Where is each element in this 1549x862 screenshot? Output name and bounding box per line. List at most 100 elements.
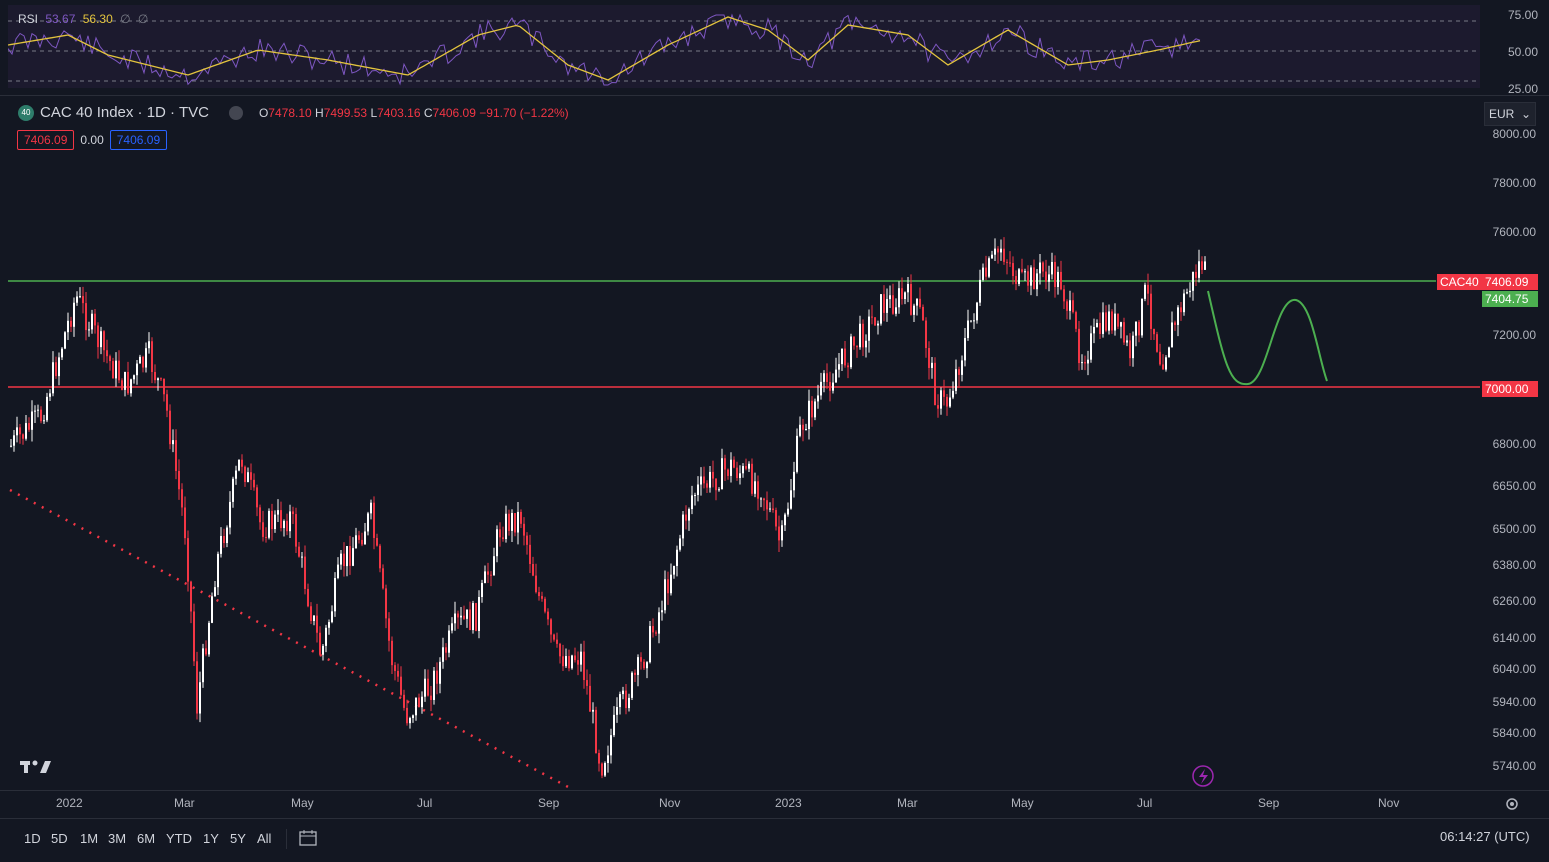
range-5d-button[interactable]: 5D [51,831,68,846]
candle-body [898,288,900,308]
date-range-icon[interactable] [298,828,318,853]
candle-body [289,511,291,532]
candle-body [442,647,444,662]
candle-body [1003,248,1005,262]
candle-body [163,378,165,395]
candle-body [475,603,477,631]
candle-body [1102,312,1104,334]
candle-body [1162,364,1164,370]
candle-body [1177,307,1179,325]
candle-body [268,510,270,538]
candle-body [385,588,387,619]
candle-body [838,364,840,370]
candle-body [580,651,582,665]
candle-body [826,373,828,383]
range-6m-button[interactable]: 6M [137,831,156,846]
close-label: C [423,105,433,120]
candle-body [985,267,987,277]
candle-body [916,298,918,306]
lightning-icon[interactable] [1192,765,1214,787]
candle-body [823,373,825,382]
rsi-legend[interactable]: RSI 53.67 56.30 ∅ ∅ [18,12,152,26]
candle-body [1066,301,1068,311]
rsi-ma-value: 56.30 [82,12,113,26]
tradingview-logo[interactable] [20,758,52,782]
candle-body [349,546,351,566]
candle-body [514,512,516,533]
candle-body [958,369,960,375]
candle-body [253,479,255,488]
time-axis-label: 2022 [56,796,83,810]
rsi-pane[interactable] [8,5,1480,88]
candle-body [136,363,138,376]
range-all-button[interactable]: All [257,831,272,846]
candle-body [712,471,714,479]
candle-body [145,348,147,368]
candle-body [568,656,570,669]
candle-body [1186,292,1188,294]
candle-body [610,735,612,756]
candle-body [1165,357,1167,370]
currency-select[interactable]: EUR ⌄ [1484,102,1536,126]
candle-body [646,662,648,669]
candle-body [1075,312,1077,329]
candle-body [283,520,285,529]
range-3m-button[interactable]: 3M [108,831,127,846]
candle-body [643,661,645,669]
pane-separator[interactable] [0,95,1549,96]
bottom-toolbar: 1D 5D 1M 3M 6M YTD 1Y 5Y All [0,818,1549,859]
candle-body [1111,311,1113,331]
candle-body [811,400,813,418]
candle-body [313,615,315,621]
candle-body [244,466,246,483]
candle-body [1129,340,1131,359]
candle-body [1120,322,1122,327]
price-chart[interactable] [0,96,1480,792]
candle-body [319,632,321,655]
candle-body [1141,298,1143,336]
candle-body [214,587,216,597]
candle-body [853,336,855,346]
candle-body [685,514,687,521]
candle-body [106,350,108,357]
candle-body [295,514,297,547]
candle-body [256,487,258,508]
candle-body [649,626,651,663]
candle-body [856,345,858,348]
candlestick-series [10,237,1206,779]
candle-body [952,390,954,398]
candle-body [34,410,36,412]
visibility-icon[interactable] [228,105,243,120]
candle-body [1135,321,1137,336]
candle-body [427,678,429,696]
range-5y-button[interactable]: 5Y [230,831,246,846]
candle-body [1174,322,1176,325]
candle-body [64,332,66,349]
candle-body [1042,262,1044,272]
range-1y-button[interactable]: 1Y [203,831,219,846]
candle-body [97,325,99,348]
candle-body [10,445,12,447]
settings-gear-icon[interactable] [1503,795,1521,818]
tradingview-logo-icon [20,760,51,773]
candle-body [382,568,384,589]
candle-body [55,362,57,377]
candle-body [805,429,807,431]
projection-curve[interactable] [1207,290,1328,386]
candle-body [793,471,795,491]
utc-clock[interactable]: 06:14:27 (UTC) [1440,829,1530,844]
candle-body [235,470,237,479]
symbol-legend[interactable]: 40 CAC 40 Index · 1D · TVC O7478.10 H749… [18,104,569,121]
range-1d-button[interactable]: 1D [24,831,41,846]
candle-body [769,508,771,510]
candle-body [931,362,933,368]
price-axis-label: 6800.00 [1492,437,1536,451]
candle-body [400,676,402,695]
candle-body [1090,333,1092,360]
candle-body [217,553,219,588]
symbol-title[interactable]: CAC 40 Index · 1D · TVC [40,104,209,121]
range-1m-button[interactable]: 1M [80,831,99,846]
value-box-right: 7406.09 [109,130,168,150]
range-ytd-button[interactable]: YTD [166,831,192,846]
candle-body [529,544,531,565]
